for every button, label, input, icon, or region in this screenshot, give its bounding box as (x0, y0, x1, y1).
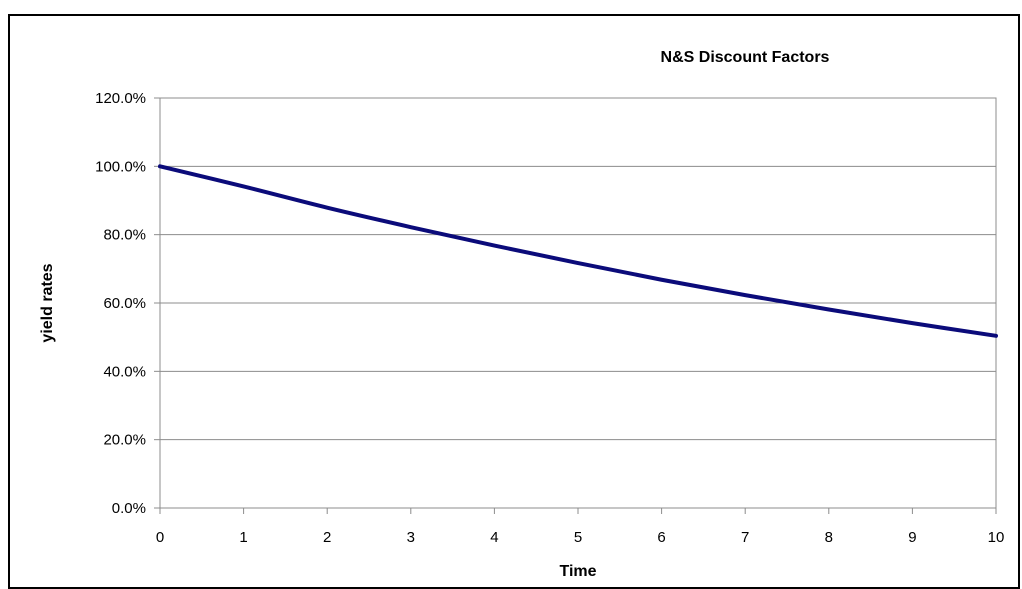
x-tick-label: 9 (908, 529, 916, 546)
x-tick-label: 8 (825, 529, 833, 546)
x-tick-label: 2 (323, 529, 331, 546)
y-tick-label: 80.0% (103, 227, 146, 244)
x-tick-label: 4 (490, 529, 498, 546)
x-tick-label: 0 (156, 529, 164, 546)
gridlines (160, 97, 996, 509)
x-axis-ticks: 0 1 2 3 4 5 6 7 8 9 10 (156, 508, 1005, 546)
y-tick-label: 60.0% (103, 295, 146, 312)
x-tick-label: 6 (657, 529, 665, 546)
series-group (158, 164, 998, 338)
x-tick-label: 7 (741, 529, 749, 546)
x-axis-title: Time (559, 563, 596, 579)
x-tick-label: 5 (574, 529, 582, 546)
y-tick-label: 0.0% (112, 500, 146, 517)
y-axis-ticks: 0.0% 20.0% 40.0% 60.0% 80.0% 100.0% 120.0% (95, 90, 160, 517)
chart-frame (8, 14, 1020, 589)
y-tick-label: 40.0% (103, 363, 146, 380)
y-axis-title: yield rates (39, 263, 56, 342)
x-tick-label: 1 (239, 529, 247, 546)
series-line (158, 164, 998, 338)
y-tick-label: 100.0% (95, 158, 146, 175)
x-tick-label: 10 (988, 529, 1005, 546)
y-tick-label: 120.0% (95, 90, 146, 107)
chart-title: N&S Discount Factors (661, 49, 830, 66)
x-tick-label: 3 (407, 529, 415, 546)
y-tick-label: 20.0% (103, 432, 146, 449)
